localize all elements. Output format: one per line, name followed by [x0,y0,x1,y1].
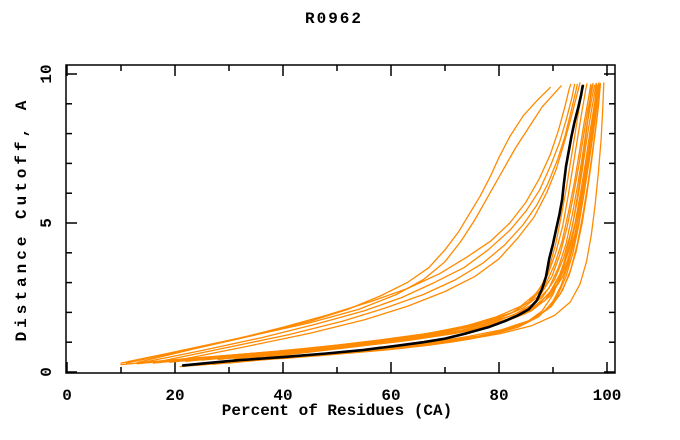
model-curve [136,85,562,364]
model-curve [179,85,592,368]
model-curve [217,85,599,361]
model-curve [174,82,581,362]
x-tick-label: 0 [62,387,72,405]
model-curve [266,83,601,358]
highlight-curve [181,84,585,367]
model-curve [141,83,576,364]
model-curve [125,83,572,364]
x-tick-label: 20 [165,387,184,405]
model-curve [212,84,600,365]
model-curve [158,83,578,363]
x-tick-label: 100 [593,387,622,405]
model-curve [249,82,600,359]
model-curve [228,82,602,364]
x-tick-label: 40 [273,387,292,405]
model-curve [233,83,600,360]
chart-title: R0962 [304,10,364,28]
model-curve [282,82,605,360]
y-tick-label: 0 [38,367,56,377]
plot-frame [65,64,616,374]
y-tick-label: 5 [38,218,56,228]
y-tick-label: 10 [38,64,56,83]
model-curve [201,82,597,361]
x-tick-label: 60 [381,387,400,405]
x-tick-label: 80 [489,387,508,405]
x-axis-label: Percent of Residues (CA) [221,402,453,420]
model-curve [309,83,601,357]
model-curve [195,83,598,367]
model-curve [136,83,588,365]
